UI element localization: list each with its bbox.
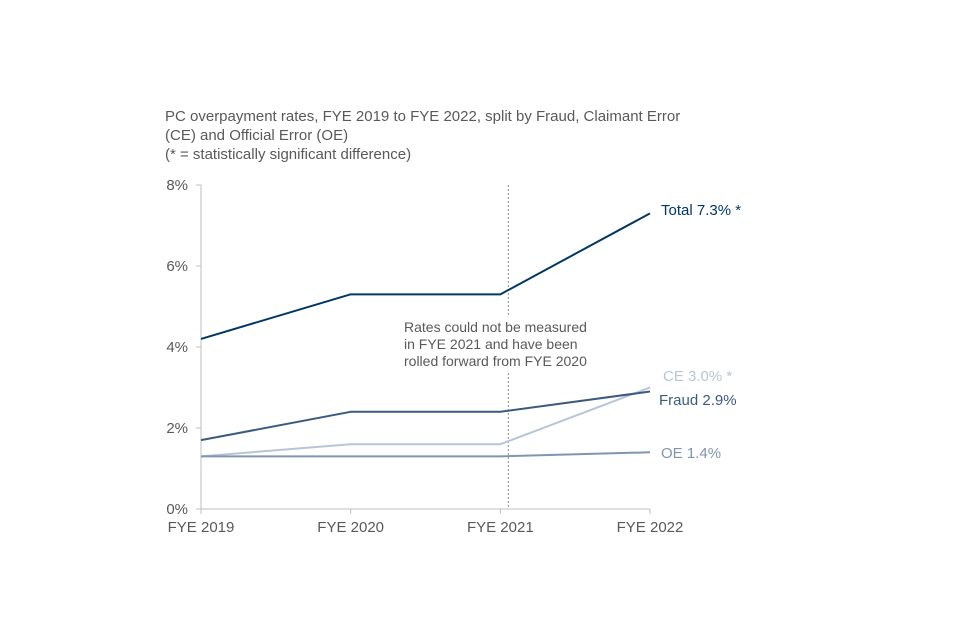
y-tick-label: 4%: [166, 339, 188, 356]
y-tick-label: 8%: [166, 177, 188, 194]
x-tick-label: FYE 2020: [317, 519, 384, 536]
y-tick-label: 6%: [166, 258, 188, 275]
chart-title-line-1: PC overpayment rates, FYE 2019 to FYE 20…: [165, 108, 681, 125]
annotation-line: in FYE 2021 and have been: [404, 336, 578, 352]
series-line-total: [200, 212, 651, 340]
chart-title-line-3: (* = statistically significant differenc…: [165, 146, 412, 163]
y-tick-label: 2%: [166, 420, 188, 437]
series-label-oe: OE 1.4%: [661, 445, 721, 462]
series-line-fraud: [200, 390, 651, 442]
y-tick-label: 0%: [166, 501, 188, 518]
chart-title-line-2: (CE) and Official Error (OE): [165, 127, 349, 144]
annotation-line: Rates could not be measured: [404, 319, 587, 335]
series-label-fraud: Fraud 2.9%: [659, 392, 737, 409]
annotation-background: [400, 316, 600, 372]
series-label-total: Total 7.3% *: [661, 202, 741, 219]
x-tick-label: FYE 2021: [467, 519, 534, 536]
x-tick-label: FYE 2019: [168, 519, 235, 536]
annotation-line: rolled forward from FYE 2020: [404, 353, 587, 369]
x-tick-label: FYE 2022: [617, 519, 684, 536]
chart-title: PC overpayment rates, FYE 2019 to FYE 20…: [165, 107, 765, 164]
series-line-oe: [201, 451, 651, 458]
series-line-ce: [200, 386, 651, 458]
series-label-ce: CE 3.0% *: [663, 368, 732, 385]
